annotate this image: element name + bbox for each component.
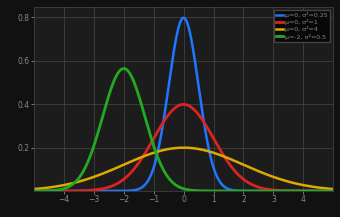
μ=0, σ²=1: [322, 190, 326, 192]
μ=0, σ²=0.25: [331, 190, 335, 192]
μ=0, σ²=1: [32, 190, 36, 192]
μ=-2, σ²=0.5: [32, 190, 36, 192]
μ=0, σ²=1: [177, 104, 182, 107]
μ=0, σ²=1: [182, 103, 186, 106]
Line: μ=0, σ²=4: μ=0, σ²=4: [34, 148, 333, 189]
μ=0, σ²=0.25: [170, 64, 174, 67]
μ=0, σ²=4: [322, 187, 326, 190]
μ=0, σ²=1: [268, 188, 272, 191]
μ=0, σ²=1: [47, 190, 51, 192]
μ=0, σ²=1: [323, 190, 327, 192]
μ=-2, σ²=0.5: [322, 190, 326, 192]
Line: μ=0, σ²=0.25: μ=0, σ²=0.25: [34, 18, 333, 191]
μ=-2, σ²=0.5: [268, 190, 272, 192]
μ=-2, σ²=0.5: [323, 190, 327, 192]
μ=0, σ²=4: [47, 186, 51, 189]
μ=0, σ²=4: [331, 188, 335, 190]
Legend: μ=0, σ²=0.25, μ=0, σ²=1, μ=0, σ²=4, μ=-2, σ²=0.5: μ=0, σ²=0.25, μ=0, σ²=1, μ=0, σ²=4, μ=-2…: [274, 10, 330, 42]
μ=-2, σ²=0.5: [170, 180, 174, 183]
μ=0, σ²=4: [170, 147, 174, 150]
μ=0, σ²=0.25: [177, 23, 182, 26]
μ=-2, σ²=0.5: [177, 186, 182, 189]
μ=0, σ²=4: [268, 174, 272, 177]
μ=-2, σ²=0.5: [331, 190, 335, 192]
μ=-2, σ²=0.5: [122, 67, 126, 70]
μ=0, σ²=4: [177, 146, 182, 149]
μ=-2, σ²=0.5: [47, 189, 51, 192]
μ=0, σ²=1: [170, 110, 174, 112]
μ=0, σ²=4: [182, 146, 186, 149]
μ=0, σ²=0.25: [322, 190, 326, 192]
μ=0, σ²=4: [32, 188, 36, 190]
μ=0, σ²=0.25: [47, 190, 51, 192]
Line: μ=0, σ²=1: μ=0, σ²=1: [34, 104, 333, 191]
μ=0, σ²=0.25: [268, 190, 272, 192]
Line: μ=-2, σ²=0.5: μ=-2, σ²=0.5: [34, 69, 333, 191]
μ=0, σ²=0.25: [32, 190, 36, 192]
μ=0, σ²=1: [331, 190, 335, 192]
μ=0, σ²=0.25: [182, 16, 186, 19]
μ=0, σ²=0.25: [323, 190, 327, 192]
μ=0, σ²=4: [323, 187, 327, 190]
